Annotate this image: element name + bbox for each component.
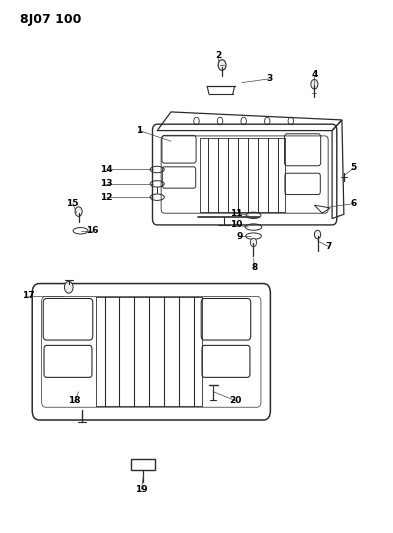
Circle shape <box>64 281 73 293</box>
Text: 20: 20 <box>230 397 242 405</box>
Text: 14: 14 <box>100 165 112 174</box>
Text: 8: 8 <box>252 263 258 272</box>
Text: 6: 6 <box>351 199 357 208</box>
Text: 2: 2 <box>215 52 221 60</box>
Text: 19: 19 <box>135 485 148 494</box>
Text: 1: 1 <box>136 126 143 135</box>
Text: 11: 11 <box>230 209 242 217</box>
Text: 8J07 100: 8J07 100 <box>20 13 81 26</box>
Text: 13: 13 <box>100 180 112 188</box>
Text: 17: 17 <box>22 292 35 300</box>
Text: 18: 18 <box>68 397 81 405</box>
Circle shape <box>314 230 321 239</box>
Text: 16: 16 <box>86 227 99 235</box>
Text: 10: 10 <box>230 221 242 229</box>
Text: 5: 5 <box>351 164 357 172</box>
Text: 4: 4 <box>311 70 318 79</box>
Circle shape <box>75 207 82 216</box>
Text: 9: 9 <box>237 232 243 240</box>
Text: 15: 15 <box>66 199 79 208</box>
Text: 7: 7 <box>325 242 331 251</box>
Text: 3: 3 <box>266 75 272 83</box>
Text: 12: 12 <box>100 193 112 201</box>
Circle shape <box>218 60 226 70</box>
Circle shape <box>311 79 318 89</box>
Circle shape <box>250 238 257 247</box>
